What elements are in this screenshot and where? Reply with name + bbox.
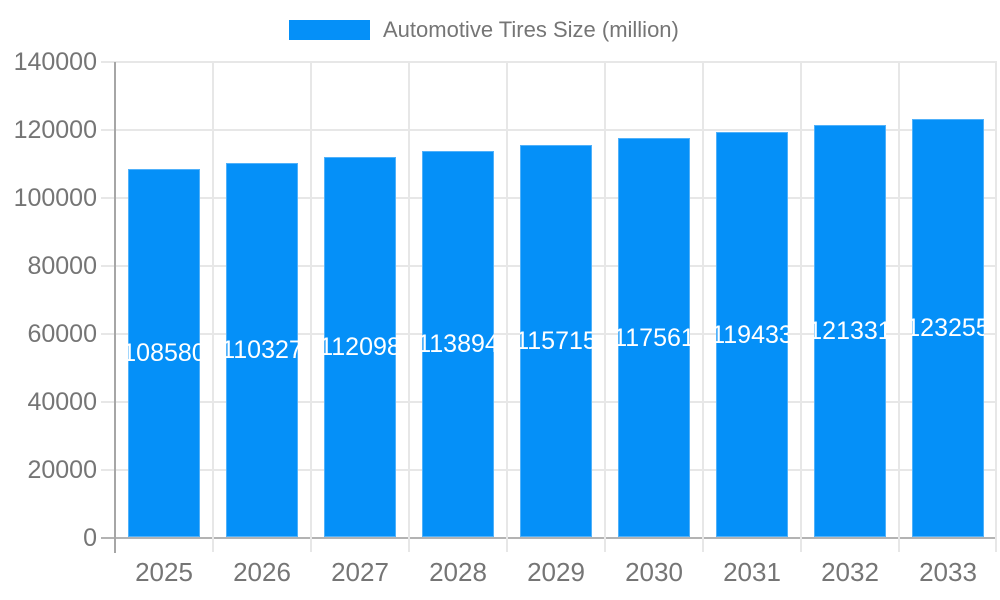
vertical-gridline (506, 62, 508, 552)
bar-2025[interactable]: 108580 (128, 169, 200, 537)
legend-series-label: Automotive Tires Size (million) (383, 17, 679, 42)
x-axis-tick-label: 2031 (723, 557, 781, 587)
y-axis-tick-label: 0 (83, 524, 97, 552)
vertical-gridline (898, 62, 900, 552)
x-axis-tick-label: 2026 (233, 557, 291, 587)
bar-value-label: 112098 (324, 333, 396, 361)
bar-2028[interactable]: 113894 (422, 151, 494, 537)
y-axis-line (114, 62, 116, 553)
bar-2030[interactable]: 117561 (618, 138, 690, 537)
bar-value-label: 119433 (716, 320, 788, 349)
bar-2029[interactable]: 115715 (520, 145, 592, 537)
bar-2027[interactable]: 112098 (324, 157, 396, 537)
vertical-gridline (702, 62, 704, 552)
vertical-gridline (800, 62, 802, 552)
y-axis-tick-label: 100000 (13, 184, 97, 212)
vertical-gridline (995, 62, 997, 552)
x-axis-tick-label: 2032 (821, 557, 879, 587)
bar-value-label: 113894 (422, 330, 494, 358)
vertical-gridline (604, 62, 606, 552)
bar-value-label: 115715 (520, 327, 592, 355)
bar-2026[interactable]: 110327 (226, 163, 298, 537)
bar-value-label: 117561 (618, 323, 690, 352)
y-axis-tick-label: 20000 (27, 456, 97, 484)
bar-2033[interactable]: 123255 (912, 119, 984, 537)
x-axis-tick-label: 2033 (919, 557, 977, 587)
horizontal-gridline (101, 61, 997, 63)
vertical-gridline (408, 62, 410, 552)
bar-2031[interactable]: 119433 (716, 132, 788, 537)
y-axis-tick-label: 40000 (27, 388, 97, 416)
bar-2032[interactable]: 121331 (814, 125, 886, 537)
y-axis-tick-label: 80000 (27, 252, 97, 280)
bar-value-label: 121331 (814, 317, 886, 345)
x-axis-tick-label: 2030 (625, 557, 683, 587)
bar-value-label: 123255 (912, 314, 984, 342)
vertical-gridline (212, 62, 214, 552)
x-axis-tick-label: 2027 (331, 557, 389, 587)
legend-item[interactable]: Automotive Tires Size (million) (289, 16, 679, 44)
legend-color-swatch (289, 20, 370, 40)
y-axis-tick-label: 60000 (27, 320, 97, 348)
y-axis-tick-label: 120000 (13, 116, 97, 144)
x-axis-baseline (101, 537, 997, 539)
y-axis-tick-label: 140000 (13, 48, 97, 76)
x-axis-tick-label: 2029 (527, 557, 585, 587)
x-axis-tick-label: 2028 (429, 557, 487, 587)
vertical-gridline (310, 62, 312, 552)
bar-value-label: 110327 (226, 336, 298, 364)
bar-value-label: 108580 (128, 339, 200, 367)
x-axis-tick-label: 2025 (135, 557, 193, 587)
horizontal-gridline (101, 129, 997, 131)
